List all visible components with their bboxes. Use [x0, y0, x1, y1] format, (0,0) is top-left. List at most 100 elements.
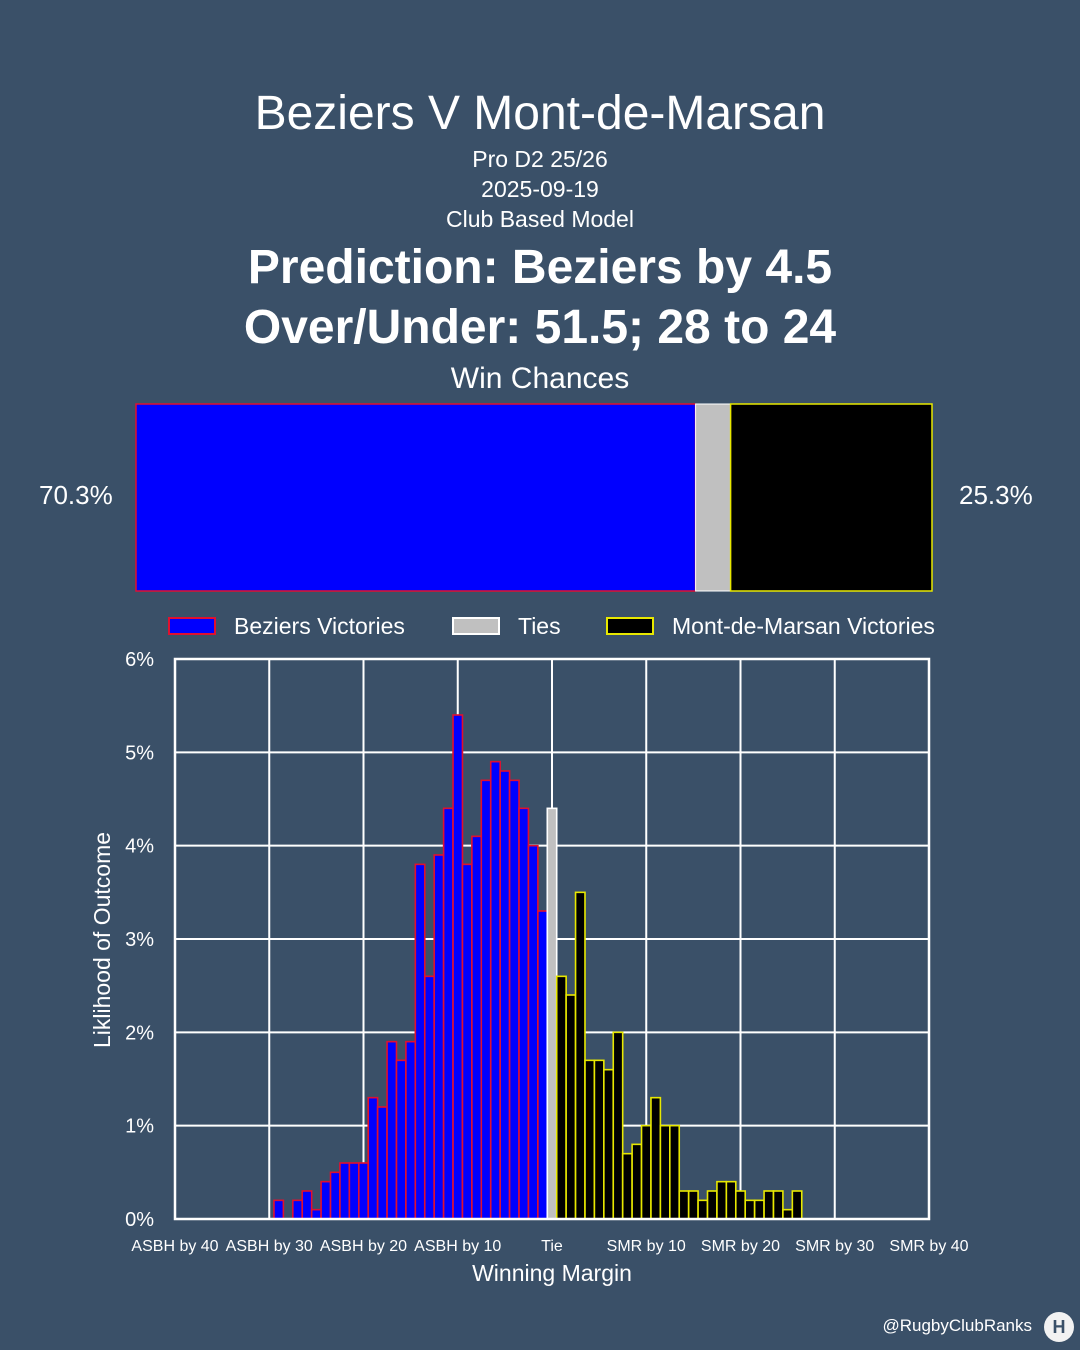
away-bar [763, 1190, 775, 1220]
y-tick-label: 5% [125, 742, 154, 764]
away-bar [744, 1199, 756, 1220]
y-tick-labels: 0% 1% 2% 3% 4% 5% 6% [125, 649, 154, 1231]
away-bar [753, 1199, 765, 1220]
legend-away: Mont-de-Marsan Victories [606, 612, 935, 640]
x-tick-label: Tie [541, 1238, 563, 1255]
away-bar [612, 1031, 624, 1220]
chart-bars [273, 714, 803, 1220]
win-bar-home [135, 403, 697, 592]
plot-frame [173, 657, 931, 1221]
away-bar [669, 1124, 681, 1220]
legend-home-label: Beziers Victories [234, 612, 405, 639]
home-bar [310, 1208, 322, 1220]
x-tick-label: ASBH by 20 [320, 1238, 407, 1255]
away-bar [555, 975, 567, 1220]
y-tick-label: 1% [125, 1116, 154, 1138]
away-bar [621, 1152, 633, 1220]
home-bar [320, 1180, 332, 1220]
y-tick-label: 4% [125, 836, 154, 858]
x-tick-label: ASBH by 40 [131, 1238, 218, 1255]
away-bar [697, 1199, 709, 1220]
home-bar [461, 863, 473, 1220]
x-tick-label: SMR by 40 [889, 1238, 968, 1255]
home-bar [442, 807, 454, 1220]
home-bar [301, 1190, 313, 1220]
home-bar [452, 714, 464, 1220]
away-win-percent: 25.3% [959, 480, 1033, 510]
home-bar [471, 835, 483, 1220]
away-bar [565, 994, 577, 1220]
x-tick-label: ASBH by 30 [226, 1238, 313, 1255]
away-bar [734, 1190, 747, 1220]
home-bar [357, 1162, 370, 1220]
away-bar [687, 1190, 699, 1220]
y-tick-label: 0% [125, 1209, 154, 1231]
away-bar [640, 1124, 652, 1220]
away-bar [678, 1190, 690, 1220]
home-bar [292, 1199, 304, 1220]
home-bar [489, 760, 501, 1220]
away-bar [584, 1059, 596, 1220]
away-bar [725, 1180, 737, 1220]
home-bar [367, 1096, 379, 1220]
away-bar [603, 1068, 615, 1220]
away-bar [631, 1143, 643, 1220]
model-label: Club Based Model [446, 206, 634, 232]
legend-home: Beziers Victories [168, 612, 405, 640]
home-bar [508, 779, 520, 1220]
home-bar [518, 807, 530, 1220]
away-bar [574, 891, 586, 1220]
win-bar-away [729, 403, 933, 592]
away-bar [782, 1208, 794, 1220]
legend-ties-swatch [452, 617, 500, 635]
home-win-percent: 70.3% [39, 480, 113, 510]
win-chances-title: Win Chances [450, 362, 630, 395]
away-bar [659, 1124, 671, 1220]
twitter-handle: @RugbyClubRanks [882, 1316, 1032, 1335]
away-bar [706, 1190, 718, 1220]
home-bar [433, 854, 445, 1220]
x-tick-label: SMR by 10 [607, 1238, 686, 1255]
home-bar [480, 779, 492, 1220]
y-tick-label: 6% [125, 649, 154, 671]
away-bar [593, 1059, 605, 1220]
home-bar [414, 863, 426, 1220]
home-bar [537, 910, 549, 1220]
y-axis-label: Liklihood of Outcome [89, 832, 115, 1048]
y-tick-label: 3% [125, 929, 154, 951]
legend-home-swatch [168, 617, 216, 635]
x-axis-label: Winning Margin [472, 1260, 632, 1286]
home-bar [423, 975, 435, 1220]
home-bar [405, 1040, 417, 1220]
win-chances-bar [135, 403, 933, 592]
home-bar [376, 1106, 388, 1220]
home-bar [527, 844, 539, 1220]
match-date: 2025-09-19 [481, 176, 599, 202]
tie-bar [546, 807, 558, 1220]
home-bar [348, 1162, 360, 1220]
legend-away-swatch [606, 617, 654, 635]
away-bar [791, 1190, 803, 1220]
chart-title: Beziers V Mont-de-Marsan [254, 87, 826, 140]
x-tick-label: SMR by 20 [701, 1238, 780, 1255]
home-bar [395, 1059, 407, 1220]
home-bar [339, 1162, 351, 1220]
legend-ties-label: Ties [518, 612, 561, 639]
competition-label: Pro D2 25/26 [472, 146, 608, 172]
x-tick-label: SMR by 30 [795, 1238, 874, 1255]
x-tick-label: ASBH by 10 [414, 1238, 501, 1255]
away-bar [716, 1180, 728, 1220]
y-tick-label: 2% [125, 1022, 154, 1044]
home-bar [329, 1171, 341, 1220]
over-under-text: Over/Under: 51.5; 28 to 24 [243, 301, 837, 354]
win-bar-tie [695, 403, 732, 592]
brand-logo-icon: H [1044, 1312, 1074, 1342]
legend-ties: Ties [452, 612, 561, 640]
home-bar [386, 1040, 398, 1220]
home-bar [499, 770, 511, 1220]
prediction-text: Prediction: Beziers by 4.5 [247, 241, 833, 294]
away-bar [650, 1096, 662, 1220]
away-bar [772, 1190, 784, 1220]
x-tick-labels: ASBH by 40 ASBH by 30 ASBH by 20 ASBH by 10… [131, 1238, 968, 1255]
